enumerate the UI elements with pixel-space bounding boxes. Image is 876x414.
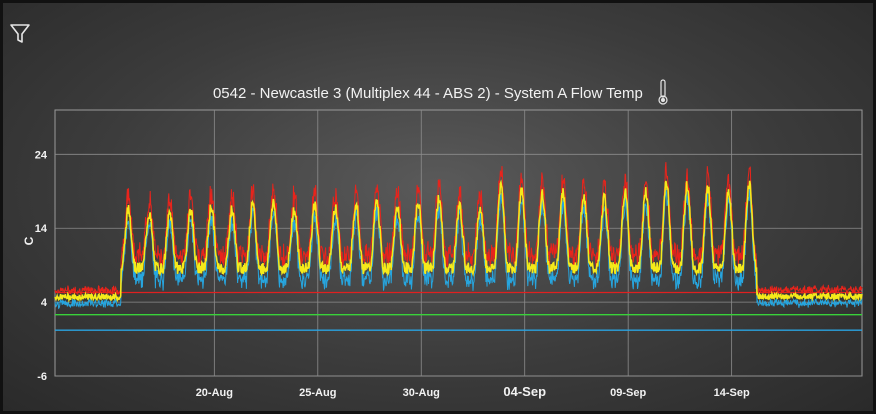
y-tick-label: 24	[35, 149, 48, 161]
y-tick-label: 14	[35, 223, 48, 235]
x-tick-label: 25-Aug	[299, 387, 336, 399]
avg-series-line	[54, 179, 863, 303]
x-tick-label: 09-Sep	[610, 387, 646, 399]
chart-title-text: 0542 - Newcastle 3 (Multiplex 44 - ABS 2…	[212, 84, 643, 102]
max-series-line	[54, 162, 863, 297]
y-tick-label: 4	[41, 297, 48, 309]
thermometer-icon	[657, 79, 669, 109]
filter-icon[interactable]	[9, 23, 31, 45]
plot-border	[54, 109, 863, 377]
x-tick-label: 14-Sep	[714, 387, 750, 399]
y-tick-label: -6	[37, 371, 47, 383]
x-tick-label: 30-Aug	[403, 387, 440, 399]
y-axis-label: C	[22, 236, 36, 245]
series-lines	[54, 162, 863, 310]
x-tick-label: 04-Sep	[503, 384, 546, 399]
reference-lines	[55, 291, 862, 331]
x-tick-label: 20-Aug	[196, 387, 233, 399]
y-axis-ticks: -6 4 14 24	[35, 149, 48, 383]
grid-lines	[54, 109, 863, 377]
x-axis-ticks: 20-Aug 25-Aug 30-Aug 04-Sep 09-Sep 14-Sep	[196, 384, 750, 399]
chart-title: 0542 - Newcastle 3 (Multiplex 44 - ABS 2…	[3, 79, 876, 109]
